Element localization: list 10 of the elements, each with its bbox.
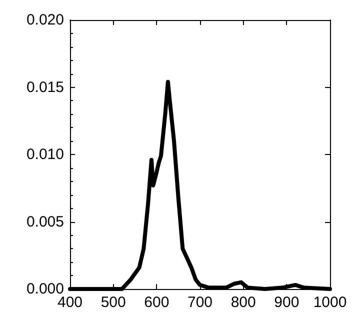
x-tick-label: 1000 bbox=[313, 294, 347, 311]
x-tick-label: 600 bbox=[144, 294, 170, 311]
x-tick-label: 800 bbox=[230, 294, 256, 311]
x-tick-label: 500 bbox=[100, 294, 126, 311]
x-tick-label: 700 bbox=[187, 294, 213, 311]
x-tick-label: 900 bbox=[274, 294, 300, 311]
y-tick-label: 0.020 bbox=[26, 12, 64, 28]
y-tick-label: 0.015 bbox=[26, 78, 64, 96]
y-tick-label: 0.005 bbox=[26, 213, 64, 230]
y-tick-label: 0.010 bbox=[26, 146, 64, 163]
